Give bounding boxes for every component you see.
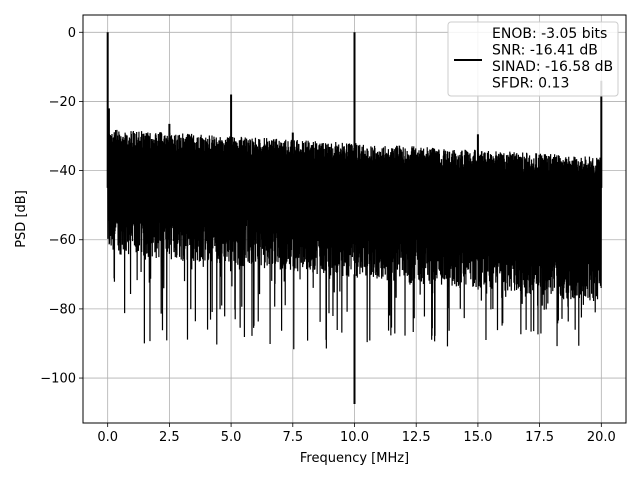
legend-enob: ENOB: -3.05 bits [492,26,607,42]
x-tick-label: 0.0 [97,430,118,445]
psd-trace [106,32,603,404]
x-tick-label: 12.5 [402,430,431,445]
x-axis-label: Frequency [MHz] [300,451,409,466]
legend-sinad: SINAD: -16.58 dB [492,59,613,75]
x-tick-label: 15.0 [463,430,492,445]
y-axis-label: PSD [dB] [14,190,29,248]
y-tick-label: 0 [68,26,76,41]
legend: ENOB: -3.05 bits SNR: -16.41 dB SINAD: -… [447,21,619,97]
x-tick-label: 10.0 [340,430,369,445]
y-tick-label: −60 [49,233,76,248]
axis-ticks: 0.0 2.5 5.0 7.5 10.0 12.5 15.0 17.5 20.0 0 −20 −40 −… [40,26,616,445]
x-tick-label: 7.5 [282,430,303,445]
legend-sfdr: SFDR: 0.13 [492,76,569,92]
y-tick-label: −40 [49,164,76,179]
x-tick-label: 20.0 [587,430,616,445]
legend-box [447,21,619,97]
y-tick-label: −80 [49,302,76,317]
legend-snr: SNR: -16.41 dB [492,43,598,59]
y-tick-label: −20 [49,95,76,110]
x-tick-label: 17.5 [525,430,554,445]
x-tick-label: 5.0 [221,430,242,445]
x-tick-label: 2.5 [159,430,180,445]
y-tick-label: −100 [40,372,76,387]
